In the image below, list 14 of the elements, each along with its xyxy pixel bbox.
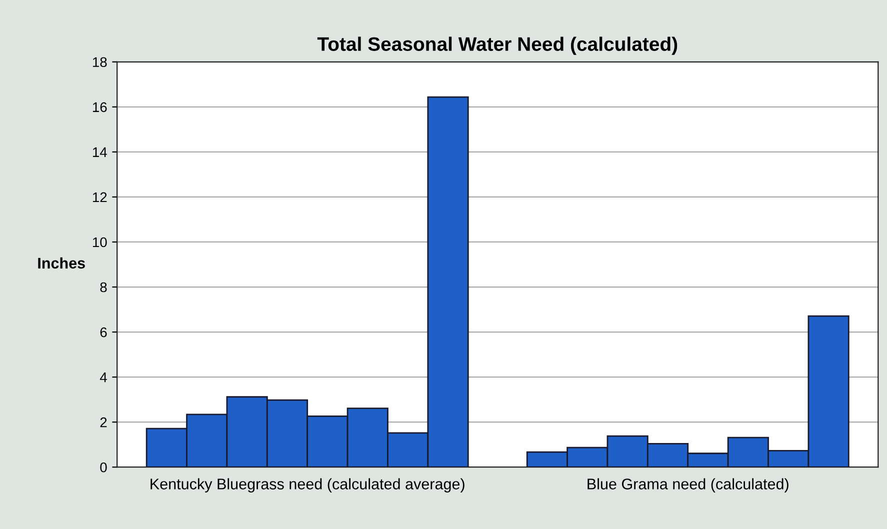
y-tick-label: 10 [92, 237, 107, 248]
y-axis-title: Inches [38, 257, 85, 269]
y-tick-label: 6 [100, 327, 107, 338]
y-tick-label: 4 [100, 372, 107, 382]
x-tick-label: Blue Grama need (calculated) [588, 478, 788, 492]
y-tick-label: 12 [92, 192, 107, 202]
chart-title: Total Seasonal Water Need (calculated) [317, 36, 678, 55]
x-tick-label: Kentucky Bluegrass need (calculated average) [150, 478, 464, 492]
y-tick-label: 18 [92, 57, 107, 68]
y-tick-label: 14 [92, 147, 107, 157]
y-tick-label: 8 [100, 282, 107, 292]
y-tick-label: 16 [92, 102, 107, 112]
y-tick-label: 2 [100, 417, 107, 428]
y-tick-label: 0 [100, 462, 107, 472]
